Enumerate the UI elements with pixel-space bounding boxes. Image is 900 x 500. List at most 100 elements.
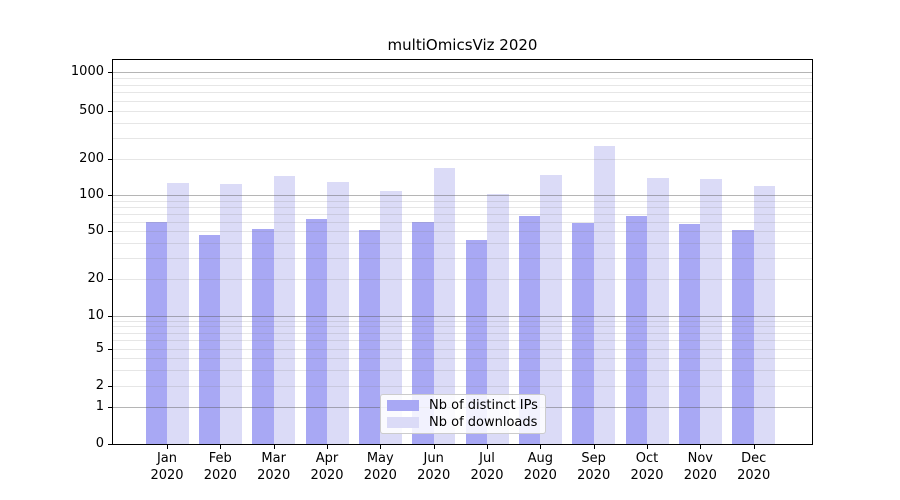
bar-distinct-ips-oct xyxy=(625,215,647,444)
x-tick-mark-apr xyxy=(327,445,328,449)
x-tick-label-jul: Jul 2020 xyxy=(470,451,504,483)
x-tick-label-oct: Oct 2020 xyxy=(630,451,664,483)
y-tick-mark-2 xyxy=(108,385,112,387)
gridline-minor-60 xyxy=(113,221,812,223)
x-tick-label-aug: Aug 2020 xyxy=(523,451,557,483)
gridline-minor-20 xyxy=(113,279,812,280)
gridline-minor-5 xyxy=(113,349,812,350)
gridline-minor-500 xyxy=(113,111,812,112)
bar-downloads-nov xyxy=(700,179,722,444)
bar-distinct-ips-dec xyxy=(732,230,754,444)
bar-distinct-ips-may xyxy=(358,230,381,444)
bar-downloads-aug xyxy=(540,175,562,444)
chart-title: multiOmicsViz 2020 xyxy=(387,36,538,54)
gridline-minor-700 xyxy=(113,92,812,94)
legend-item-downloads: Nb of downloads xyxy=(381,415,545,430)
gridline-minor-7 xyxy=(113,332,812,334)
x-tick-label-jan: Jan 2020 xyxy=(150,451,184,483)
bar-distinct-ips-apr xyxy=(305,219,327,444)
y-tick-label-20: 20 xyxy=(87,271,104,286)
y-tick-label-200: 200 xyxy=(79,151,104,166)
x-tick-mark-may xyxy=(380,445,382,449)
gridline-minor-8 xyxy=(113,326,812,328)
y-tick-label-0: 0 xyxy=(95,436,104,451)
gridline-minor-200 xyxy=(113,159,812,160)
bar-downloads-apr xyxy=(327,181,349,444)
x-tick-mark-mar xyxy=(273,445,275,449)
x-tick-label-mar: Mar 2020 xyxy=(257,451,291,483)
gridline-minor-40 xyxy=(113,242,812,244)
bar-distinct-ips-sep xyxy=(572,223,594,444)
bar-downloads-jul xyxy=(487,193,509,444)
x-tick-label-feb: Feb 2020 xyxy=(203,451,237,483)
gridline-minor-600 xyxy=(113,100,812,102)
gridline-major-10 xyxy=(113,315,812,317)
bar-downloads-dec xyxy=(753,186,776,444)
y-tick-label-1: 1 xyxy=(95,399,104,415)
bar-downloads-jun xyxy=(433,168,456,444)
y-tick-mark-5 xyxy=(108,349,112,350)
gridline-minor-30 xyxy=(113,257,812,259)
legend-swatch-downloads xyxy=(387,417,419,428)
legend-label-distinct-ips: Nb of distinct IPs xyxy=(429,398,538,413)
bar-distinct-ips-mar xyxy=(252,229,274,444)
gridline-minor-400 xyxy=(113,122,812,124)
bar-downloads-jan xyxy=(167,183,189,444)
x-tick-mark-jan xyxy=(167,445,168,449)
x-tick-mark-jul xyxy=(487,445,488,449)
gridline-major-1000 xyxy=(113,72,812,73)
y-tick-mark-20 xyxy=(108,279,112,280)
gridline-minor-50 xyxy=(113,231,812,232)
gridline-minor-80 xyxy=(113,206,812,208)
y-tick-label-1000: 1000 xyxy=(70,64,104,79)
bar-downloads-oct xyxy=(647,177,669,444)
x-tick-mark-nov xyxy=(700,445,702,449)
bar-downloads-sep xyxy=(593,146,616,444)
x-tick-mark-oct xyxy=(647,445,648,449)
x-tick-label-may: May 2020 xyxy=(363,451,397,483)
bar-downloads-feb xyxy=(220,183,242,444)
bar-downloads-may xyxy=(380,190,402,444)
gridline-minor-2 xyxy=(113,385,812,387)
x-tick-label-apr: Apr 2020 xyxy=(310,451,344,483)
y-tick-mark-500 xyxy=(108,111,112,112)
bar-distinct-ips-jun xyxy=(412,221,434,444)
x-tick-mark-sep xyxy=(593,445,595,449)
x-tick-label-dec: Dec 2020 xyxy=(737,451,771,483)
gridline-minor-300 xyxy=(113,137,812,139)
y-tick-mark-50 xyxy=(108,231,112,232)
y-tick-label-10: 10 xyxy=(87,307,104,323)
gridline-minor-4 xyxy=(113,357,812,359)
gridline-minor-90 xyxy=(113,200,812,202)
x-tick-label-sep: Sep 2020 xyxy=(577,451,611,483)
y-tick-mark-10 xyxy=(108,315,112,317)
y-tick-label-100: 100 xyxy=(79,187,104,202)
legend-swatch-distinct-ips xyxy=(387,400,419,411)
y-tick-mark-1 xyxy=(108,407,112,409)
x-tick-mark-feb xyxy=(220,445,222,449)
gridline-minor-70 xyxy=(113,213,812,215)
gridline-minor-900 xyxy=(113,77,812,79)
bar-distinct-ips-nov xyxy=(678,224,701,444)
plot-area xyxy=(112,59,813,445)
y-tick-label-500: 500 xyxy=(79,103,104,118)
x-tick-mark-aug xyxy=(540,445,542,449)
bar-distinct-ips-jul xyxy=(465,240,487,444)
bar-distinct-ips-aug xyxy=(518,215,541,444)
x-tick-label-jun: Jun 2020 xyxy=(417,451,451,483)
y-tick-mark-200 xyxy=(108,159,112,160)
y-tick-mark-1000 xyxy=(108,72,112,73)
gridline-minor-9 xyxy=(113,320,812,322)
y-tick-label-50: 50 xyxy=(87,223,104,238)
legend-item-distinct-ips: Nb of distinct IPs xyxy=(381,398,545,413)
x-tick-label-nov: Nov 2020 xyxy=(683,451,717,483)
x-tick-mark-jun xyxy=(433,445,435,449)
y-tick-mark-0 xyxy=(108,444,112,445)
legend: Nb of distinct IPs Nb of downloads xyxy=(380,394,546,434)
gridline-minor-3 xyxy=(113,369,812,371)
bar-distinct-ips-feb xyxy=(198,235,221,444)
gridline-major-100 xyxy=(113,195,812,196)
y-tick-mark-100 xyxy=(108,195,112,196)
y-tick-label-5: 5 xyxy=(95,341,104,356)
